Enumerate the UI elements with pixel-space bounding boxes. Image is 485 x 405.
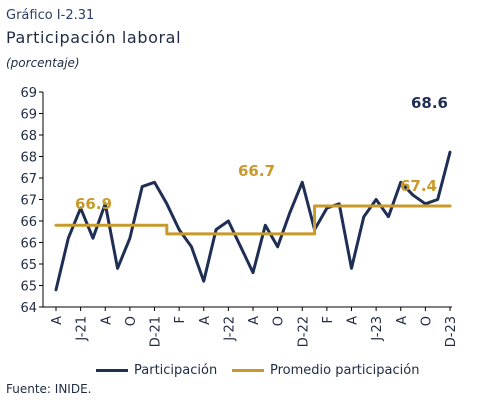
legend-label-participacion: Participación — [134, 362, 218, 378]
data-label-promedio-period-3: 67.4 — [400, 177, 437, 195]
x-tick-label: D-23 — [444, 316, 459, 347]
chart-series — [54, 150, 452, 292]
y-tick-label: 65 — [20, 258, 37, 273]
y-tick-label: 69 — [20, 86, 37, 101]
y-tick-label: 66 — [20, 215, 37, 230]
y-tick-label: 66 — [20, 237, 37, 252]
x-tick-label: D-22 — [296, 316, 311, 347]
y-tick-label: 69 — [20, 108, 37, 123]
chart-title: Participación laboral — [6, 28, 182, 47]
series-line-participacion — [54, 150, 452, 292]
x-tick-label: O — [272, 316, 287, 326]
x-tick-label: D-21 — [149, 316, 164, 347]
y-tick-label: 67 — [20, 194, 37, 209]
x-tick-label: F — [321, 316, 336, 323]
legend-item-promedio: Promedio participación — [232, 361, 419, 379]
data-label-promedio-period-1: 66.9 — [75, 195, 112, 213]
x-tick-label: A — [99, 316, 114, 325]
x-tick-label: J-23 — [370, 316, 385, 342]
chart-subtitle: (porcentaje) — [6, 56, 80, 70]
data-label-promedio-period-2: 66.7 — [238, 162, 275, 180]
y-tick-label: 65 — [20, 280, 37, 295]
legend-item-participacion: Participación — [96, 361, 217, 379]
chart-data-labels: 68.6 66.9 66.7 67.4 — [75, 94, 448, 213]
y-tick-label: 64 — [20, 301, 37, 316]
x-tick-label: A — [50, 316, 65, 325]
x-tick-label: A — [247, 316, 262, 325]
x-tick-label: O — [419, 316, 434, 326]
legend-swatch-participacion — [96, 368, 128, 372]
chart-source: Fuente: INIDE. — [6, 382, 92, 396]
y-tick-label: 68 — [20, 129, 37, 144]
x-tick-label: A — [395, 316, 410, 325]
x-tick-label: J-22 — [222, 316, 237, 342]
chart-legend: Participación Promedio participación — [0, 361, 485, 379]
legend-label-promedio: Promedio participación — [270, 362, 420, 378]
x-tick-label: F — [173, 316, 188, 323]
x-tick-label: A — [198, 316, 213, 325]
x-tick-label: A — [346, 316, 361, 325]
series-line-promedio — [54, 204, 452, 236]
legend-swatch-promedio — [232, 368, 264, 372]
y-tick-label: 68 — [20, 151, 37, 166]
data-label-participacion-end: 68.6 — [411, 94, 448, 112]
y-tick-label: 67 — [20, 172, 37, 187]
chart-kicker: Gráfico I-2.31 — [6, 8, 95, 23]
x-tick-label: J-21 — [75, 316, 90, 342]
x-tick-label: O — [124, 316, 139, 326]
